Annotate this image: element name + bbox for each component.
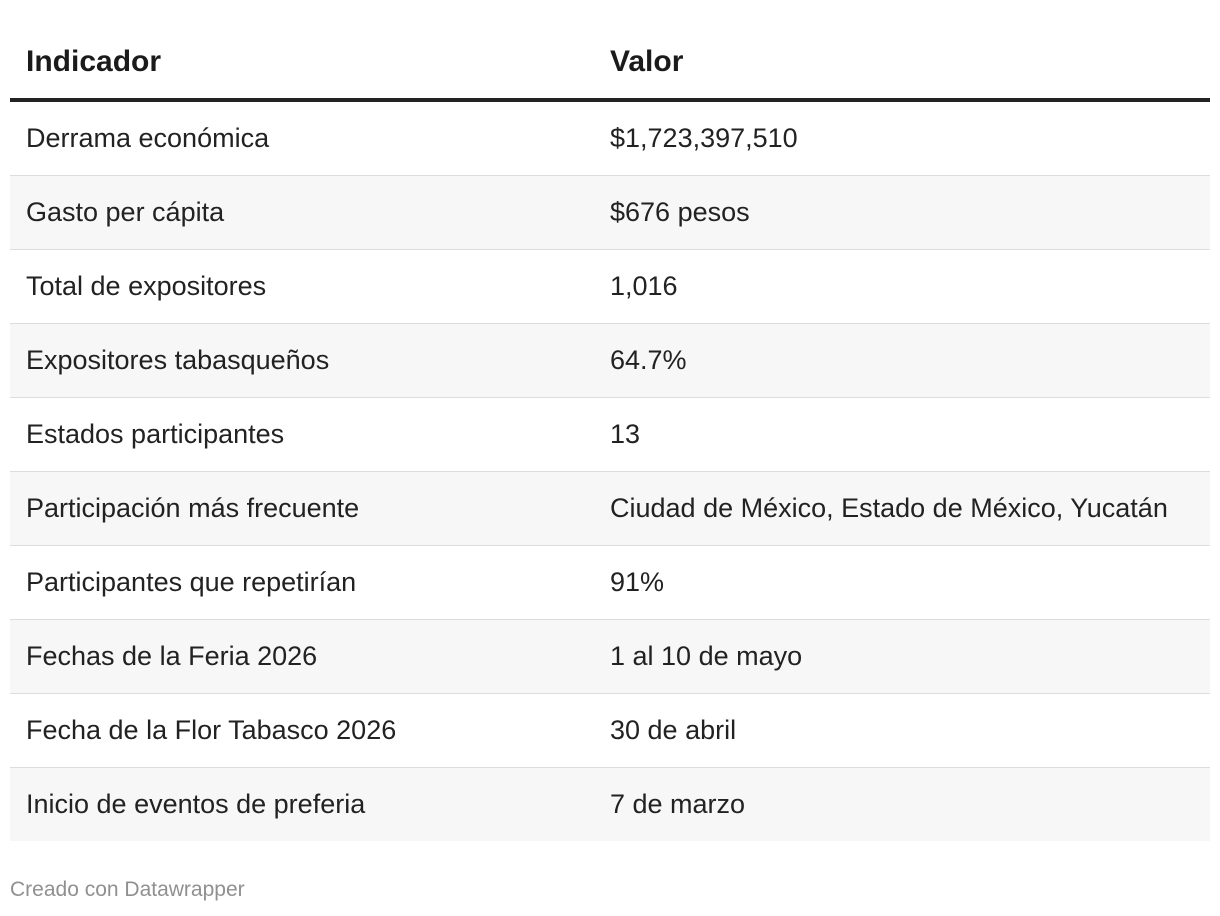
cell-value: 91% xyxy=(594,545,1210,620)
table-row: Fecha de la Flor Tabasco 2026 30 de abri… xyxy=(10,693,1210,768)
table-row: Total de expositores 1,016 xyxy=(10,249,1210,324)
header-indicator[interactable]: Indicador xyxy=(10,26,594,102)
table-row: Inicio de eventos de preferia 7 de marzo xyxy=(10,767,1210,841)
table-row: Derrama económica $1,723,397,510 xyxy=(10,100,1210,176)
table-row: Estados participantes 13 xyxy=(10,397,1210,472)
cell-indicator: Fechas de la Feria 2026 xyxy=(10,619,594,694)
cell-value: Ciudad de México, Estado de México, Yuca… xyxy=(594,471,1210,546)
cell-indicator: Fecha de la Flor Tabasco 2026 xyxy=(10,693,594,768)
cell-value: 13 xyxy=(594,397,1210,472)
cell-indicator: Gasto per cápita xyxy=(10,175,594,250)
table-header-row: Indicador Valor xyxy=(10,26,1210,102)
cell-indicator: Expositores tabasqueños xyxy=(10,323,594,398)
cell-indicator: Estados participantes xyxy=(10,397,594,472)
table-row: Expositores tabasqueños 64.7% xyxy=(10,323,1210,398)
table-row: Fechas de la Feria 2026 1 al 10 de mayo xyxy=(10,619,1210,694)
table-row: Participantes que repetirían 91% xyxy=(10,545,1210,620)
cell-indicator: Participación más frecuente xyxy=(10,471,594,546)
cell-value: 64.7% xyxy=(594,323,1210,398)
header-value[interactable]: Valor xyxy=(594,26,1210,102)
cell-indicator: Derrama económica xyxy=(10,100,594,176)
cell-indicator: Inicio de eventos de preferia xyxy=(10,767,594,841)
cell-value: 7 de marzo xyxy=(594,767,1210,841)
cell-value: $1,723,397,510 xyxy=(594,100,1210,176)
cell-value: 30 de abril xyxy=(594,693,1210,768)
datawrapper-credit[interactable]: Creado con Datawrapper xyxy=(10,878,245,901)
cell-value: 1 al 10 de mayo xyxy=(594,619,1210,694)
table-row: Participación más frecuente Ciudad de Mé… xyxy=(10,471,1210,546)
table-row: Gasto per cápita $676 pesos xyxy=(10,175,1210,250)
data-table-container: Indicador Valor Derrama económica $1,723… xyxy=(10,26,1210,841)
cell-value: 1,016 xyxy=(594,249,1210,324)
cell-value: $676 pesos xyxy=(594,175,1210,250)
cell-indicator: Participantes que repetirían xyxy=(10,545,594,620)
cell-indicator: Total de expositores xyxy=(10,249,594,324)
indicators-table: Indicador Valor Derrama económica $1,723… xyxy=(10,26,1210,841)
